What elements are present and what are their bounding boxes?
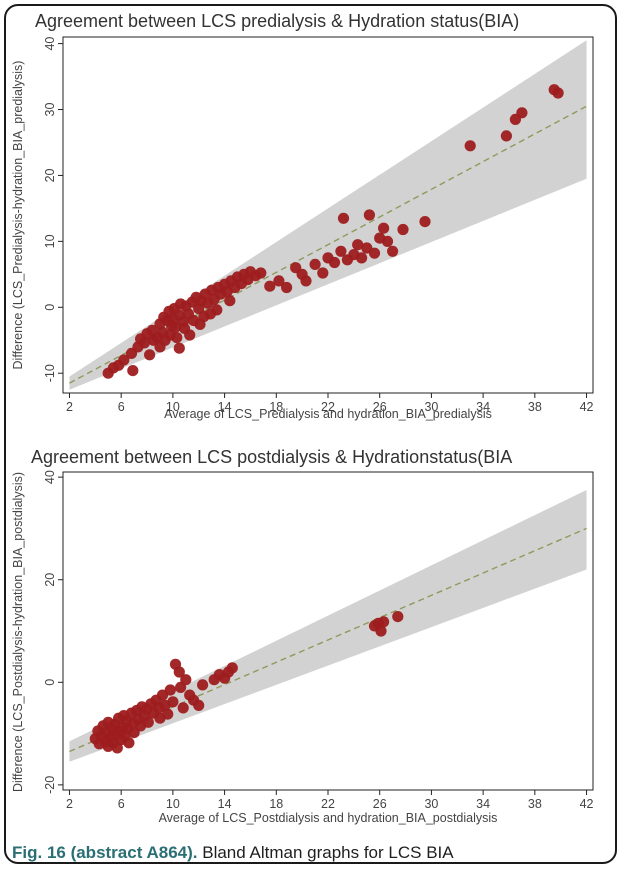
y-axis-label: Difference (LCS_Predialysis-hydration_BI… <box>11 61 25 370</box>
data-point <box>356 252 368 264</box>
data-point <box>184 329 196 341</box>
data-point <box>193 699 205 711</box>
x-tick-label: 2 <box>66 400 73 414</box>
x-tick-label: 26 <box>373 797 387 811</box>
x-tick-label: 34 <box>476 797 490 811</box>
data-point <box>375 625 387 637</box>
y-tick-label: -10 <box>43 364 57 382</box>
y-axis-label: Difference (LCS_Postdialysis-hydration_B… <box>11 472 25 792</box>
confidence-band <box>69 489 587 762</box>
x-tick-label: 18 <box>269 797 283 811</box>
data-point <box>255 267 267 279</box>
data-point <box>392 611 404 623</box>
x-tick-label: 30 <box>424 797 438 811</box>
data-point <box>224 295 236 307</box>
x-tick-label: 10 <box>166 797 180 811</box>
data-point <box>378 222 390 234</box>
data-point <box>281 281 293 294</box>
data-point <box>138 337 150 349</box>
data-point <box>300 275 312 287</box>
x-tick-label: 6 <box>118 400 125 414</box>
data-point <box>173 666 185 678</box>
data-point <box>363 209 375 221</box>
data-point <box>352 239 364 251</box>
data-point <box>500 130 512 142</box>
data-point <box>516 107 528 119</box>
data-point <box>226 662 238 674</box>
x-axis-label: Average of LCS_Predialysis and hydration… <box>164 407 492 421</box>
x-tick-label: 26 <box>373 400 387 414</box>
data-point <box>397 223 409 236</box>
data-point <box>180 674 192 686</box>
x-tick-label: 38 <box>528 400 542 414</box>
data-point <box>378 616 390 628</box>
data-point <box>123 737 135 749</box>
x-axis-label: Average of LCS_Postdialysis and hydratio… <box>159 811 498 825</box>
x-tick-label: 10 <box>166 400 180 414</box>
data-point <box>328 256 341 269</box>
data-point <box>368 247 381 259</box>
x-tick-label: 38 <box>528 797 542 811</box>
data-point <box>309 258 321 270</box>
y-tick-label: 30 <box>43 103 57 117</box>
data-point <box>167 696 179 708</box>
x-tick-label: 2 <box>66 797 73 811</box>
data-point <box>197 679 209 691</box>
figure-caption: Fig. 16 (abstract A864). Bland Altman gr… <box>12 843 454 863</box>
x-tick-label: 42 <box>580 400 594 414</box>
figure-border <box>4 4 617 864</box>
y-tick-label: 0 <box>43 304 57 311</box>
data-point <box>162 708 174 720</box>
data-point <box>464 140 476 152</box>
data-point <box>177 702 189 714</box>
data-point <box>118 354 130 366</box>
data-point <box>273 275 285 287</box>
data-point <box>387 245 399 257</box>
data-point <box>419 216 431 228</box>
chart-title: Agreement between LCS postdialysis & Hyd… <box>31 447 512 467</box>
caption-text: Bland Altman graphs for LCS BIA <box>202 843 454 862</box>
x-tick-label: 14 <box>218 400 232 414</box>
x-tick-label: 42 <box>580 797 594 811</box>
bland-altman-postdialysis-chart: Agreement between LCS postdialysis & Hyd… <box>11 447 594 825</box>
x-tick-label: 30 <box>424 400 438 414</box>
x-tick-label: 6 <box>118 797 125 811</box>
x-tick-label: 14 <box>218 797 232 811</box>
data-point <box>335 245 347 257</box>
data-point <box>211 304 223 316</box>
y-tick-label: 0 <box>43 679 57 686</box>
data-point <box>264 280 276 292</box>
y-tick-label: 40 <box>43 470 57 484</box>
x-tick-label: 34 <box>476 400 490 414</box>
bland-altman-predialysis-chart: Agreement between LCS predialysis & Hydr… <box>11 11 594 421</box>
y-tick-label: 20 <box>43 168 57 182</box>
data-point <box>171 332 183 344</box>
data-point <box>381 235 394 247</box>
data-point <box>552 87 564 99</box>
figure-label: Fig. 16 (abstract A864). <box>12 843 198 862</box>
x-tick-label: 18 <box>269 400 283 414</box>
data-point <box>144 349 156 361</box>
data-point <box>142 716 154 728</box>
x-tick-label: 22 <box>321 797 335 811</box>
regression-line <box>69 105 587 384</box>
y-tick-label: 10 <box>43 234 57 248</box>
data-point <box>127 365 139 377</box>
x-tick-label: 22 <box>321 400 335 414</box>
y-tick-label: 40 <box>43 37 57 51</box>
data-point <box>164 684 176 696</box>
y-tick-label: 20 <box>43 573 57 587</box>
chart-title: Agreement between LCS predialysis & Hydr… <box>35 11 519 31</box>
data-point <box>337 212 350 224</box>
data-point <box>173 342 185 354</box>
data-point <box>317 267 329 279</box>
y-tick-label: -20 <box>43 776 57 794</box>
